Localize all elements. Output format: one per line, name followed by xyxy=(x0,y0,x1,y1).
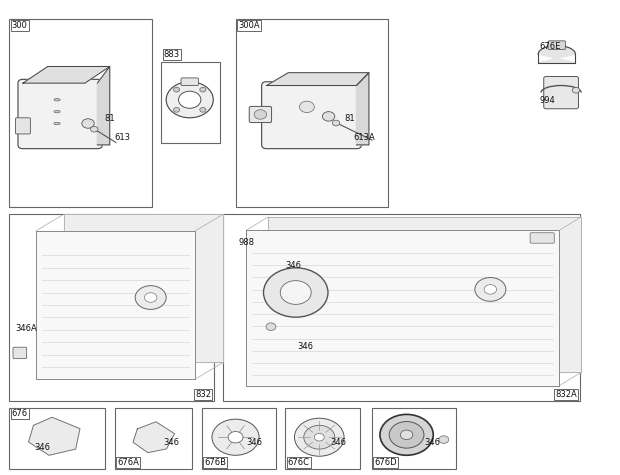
FancyBboxPatch shape xyxy=(530,233,554,243)
Circle shape xyxy=(266,323,276,331)
Text: 300: 300 xyxy=(12,21,28,30)
Polygon shape xyxy=(133,422,175,453)
Text: 346: 346 xyxy=(163,438,179,447)
Circle shape xyxy=(166,82,213,118)
Text: 81: 81 xyxy=(104,114,115,123)
Circle shape xyxy=(294,418,344,456)
Text: 613A: 613A xyxy=(353,133,375,142)
Circle shape xyxy=(264,268,328,317)
Circle shape xyxy=(475,277,506,301)
Bar xyxy=(9,408,105,469)
FancyBboxPatch shape xyxy=(16,118,30,134)
Circle shape xyxy=(212,419,259,455)
Polygon shape xyxy=(64,214,223,362)
FancyBboxPatch shape xyxy=(181,78,198,86)
Text: 346: 346 xyxy=(285,262,301,270)
Polygon shape xyxy=(356,73,369,145)
Circle shape xyxy=(91,126,98,132)
Circle shape xyxy=(314,433,324,441)
Text: 676C: 676C xyxy=(288,458,309,467)
Bar xyxy=(9,19,152,207)
Text: 994: 994 xyxy=(539,96,555,105)
Polygon shape xyxy=(36,231,195,379)
Circle shape xyxy=(389,421,424,448)
Circle shape xyxy=(200,107,206,112)
Circle shape xyxy=(439,436,449,443)
Circle shape xyxy=(200,87,206,92)
Bar xyxy=(372,408,456,469)
Text: 676A: 676A xyxy=(117,458,139,467)
FancyBboxPatch shape xyxy=(548,41,565,49)
FancyBboxPatch shape xyxy=(262,82,361,149)
Text: 988: 988 xyxy=(239,238,255,247)
Text: 300A: 300A xyxy=(238,21,260,30)
Text: 346: 346 xyxy=(330,438,347,447)
Circle shape xyxy=(174,87,180,92)
Circle shape xyxy=(401,430,413,439)
Text: 346: 346 xyxy=(34,443,50,452)
Text: 346: 346 xyxy=(247,438,263,447)
Circle shape xyxy=(332,120,340,126)
Text: 883: 883 xyxy=(164,50,180,59)
FancyBboxPatch shape xyxy=(13,347,27,359)
Text: 346: 346 xyxy=(298,342,314,351)
Circle shape xyxy=(144,293,157,302)
Bar xyxy=(161,62,220,142)
Text: 613: 613 xyxy=(115,133,131,142)
Circle shape xyxy=(254,110,267,119)
Polygon shape xyxy=(267,73,369,86)
Circle shape xyxy=(82,119,94,128)
Polygon shape xyxy=(97,66,110,145)
Polygon shape xyxy=(23,66,110,83)
Bar xyxy=(285,408,360,469)
Circle shape xyxy=(322,112,335,121)
Circle shape xyxy=(228,431,243,443)
Circle shape xyxy=(179,91,201,108)
Polygon shape xyxy=(29,417,80,455)
Ellipse shape xyxy=(54,123,60,125)
Bar xyxy=(9,214,214,401)
Circle shape xyxy=(174,107,180,112)
Text: eReplacementParts.com: eReplacementParts.com xyxy=(206,244,414,259)
Circle shape xyxy=(299,101,314,113)
Bar xyxy=(236,19,388,207)
Polygon shape xyxy=(246,230,559,386)
Polygon shape xyxy=(538,46,575,63)
Text: 832A: 832A xyxy=(556,390,577,399)
Circle shape xyxy=(484,285,497,294)
Text: 676: 676 xyxy=(12,409,28,418)
FancyBboxPatch shape xyxy=(18,79,102,149)
Text: 676D: 676D xyxy=(374,458,397,467)
Text: 832: 832 xyxy=(195,390,211,399)
Text: 676B: 676B xyxy=(204,458,226,467)
Circle shape xyxy=(380,414,433,455)
Text: 81: 81 xyxy=(344,114,355,123)
Polygon shape xyxy=(268,217,581,372)
Text: 676E: 676E xyxy=(539,42,560,51)
Circle shape xyxy=(304,425,335,449)
Circle shape xyxy=(280,281,311,304)
FancyBboxPatch shape xyxy=(544,76,578,109)
Text: 346A: 346A xyxy=(16,324,37,333)
Bar xyxy=(115,408,192,469)
Bar xyxy=(202,408,276,469)
Bar xyxy=(223,214,580,401)
Ellipse shape xyxy=(54,99,60,101)
FancyBboxPatch shape xyxy=(249,106,272,123)
Circle shape xyxy=(572,87,580,93)
Circle shape xyxy=(135,285,166,309)
Ellipse shape xyxy=(54,111,60,113)
Text: 346: 346 xyxy=(425,438,441,447)
